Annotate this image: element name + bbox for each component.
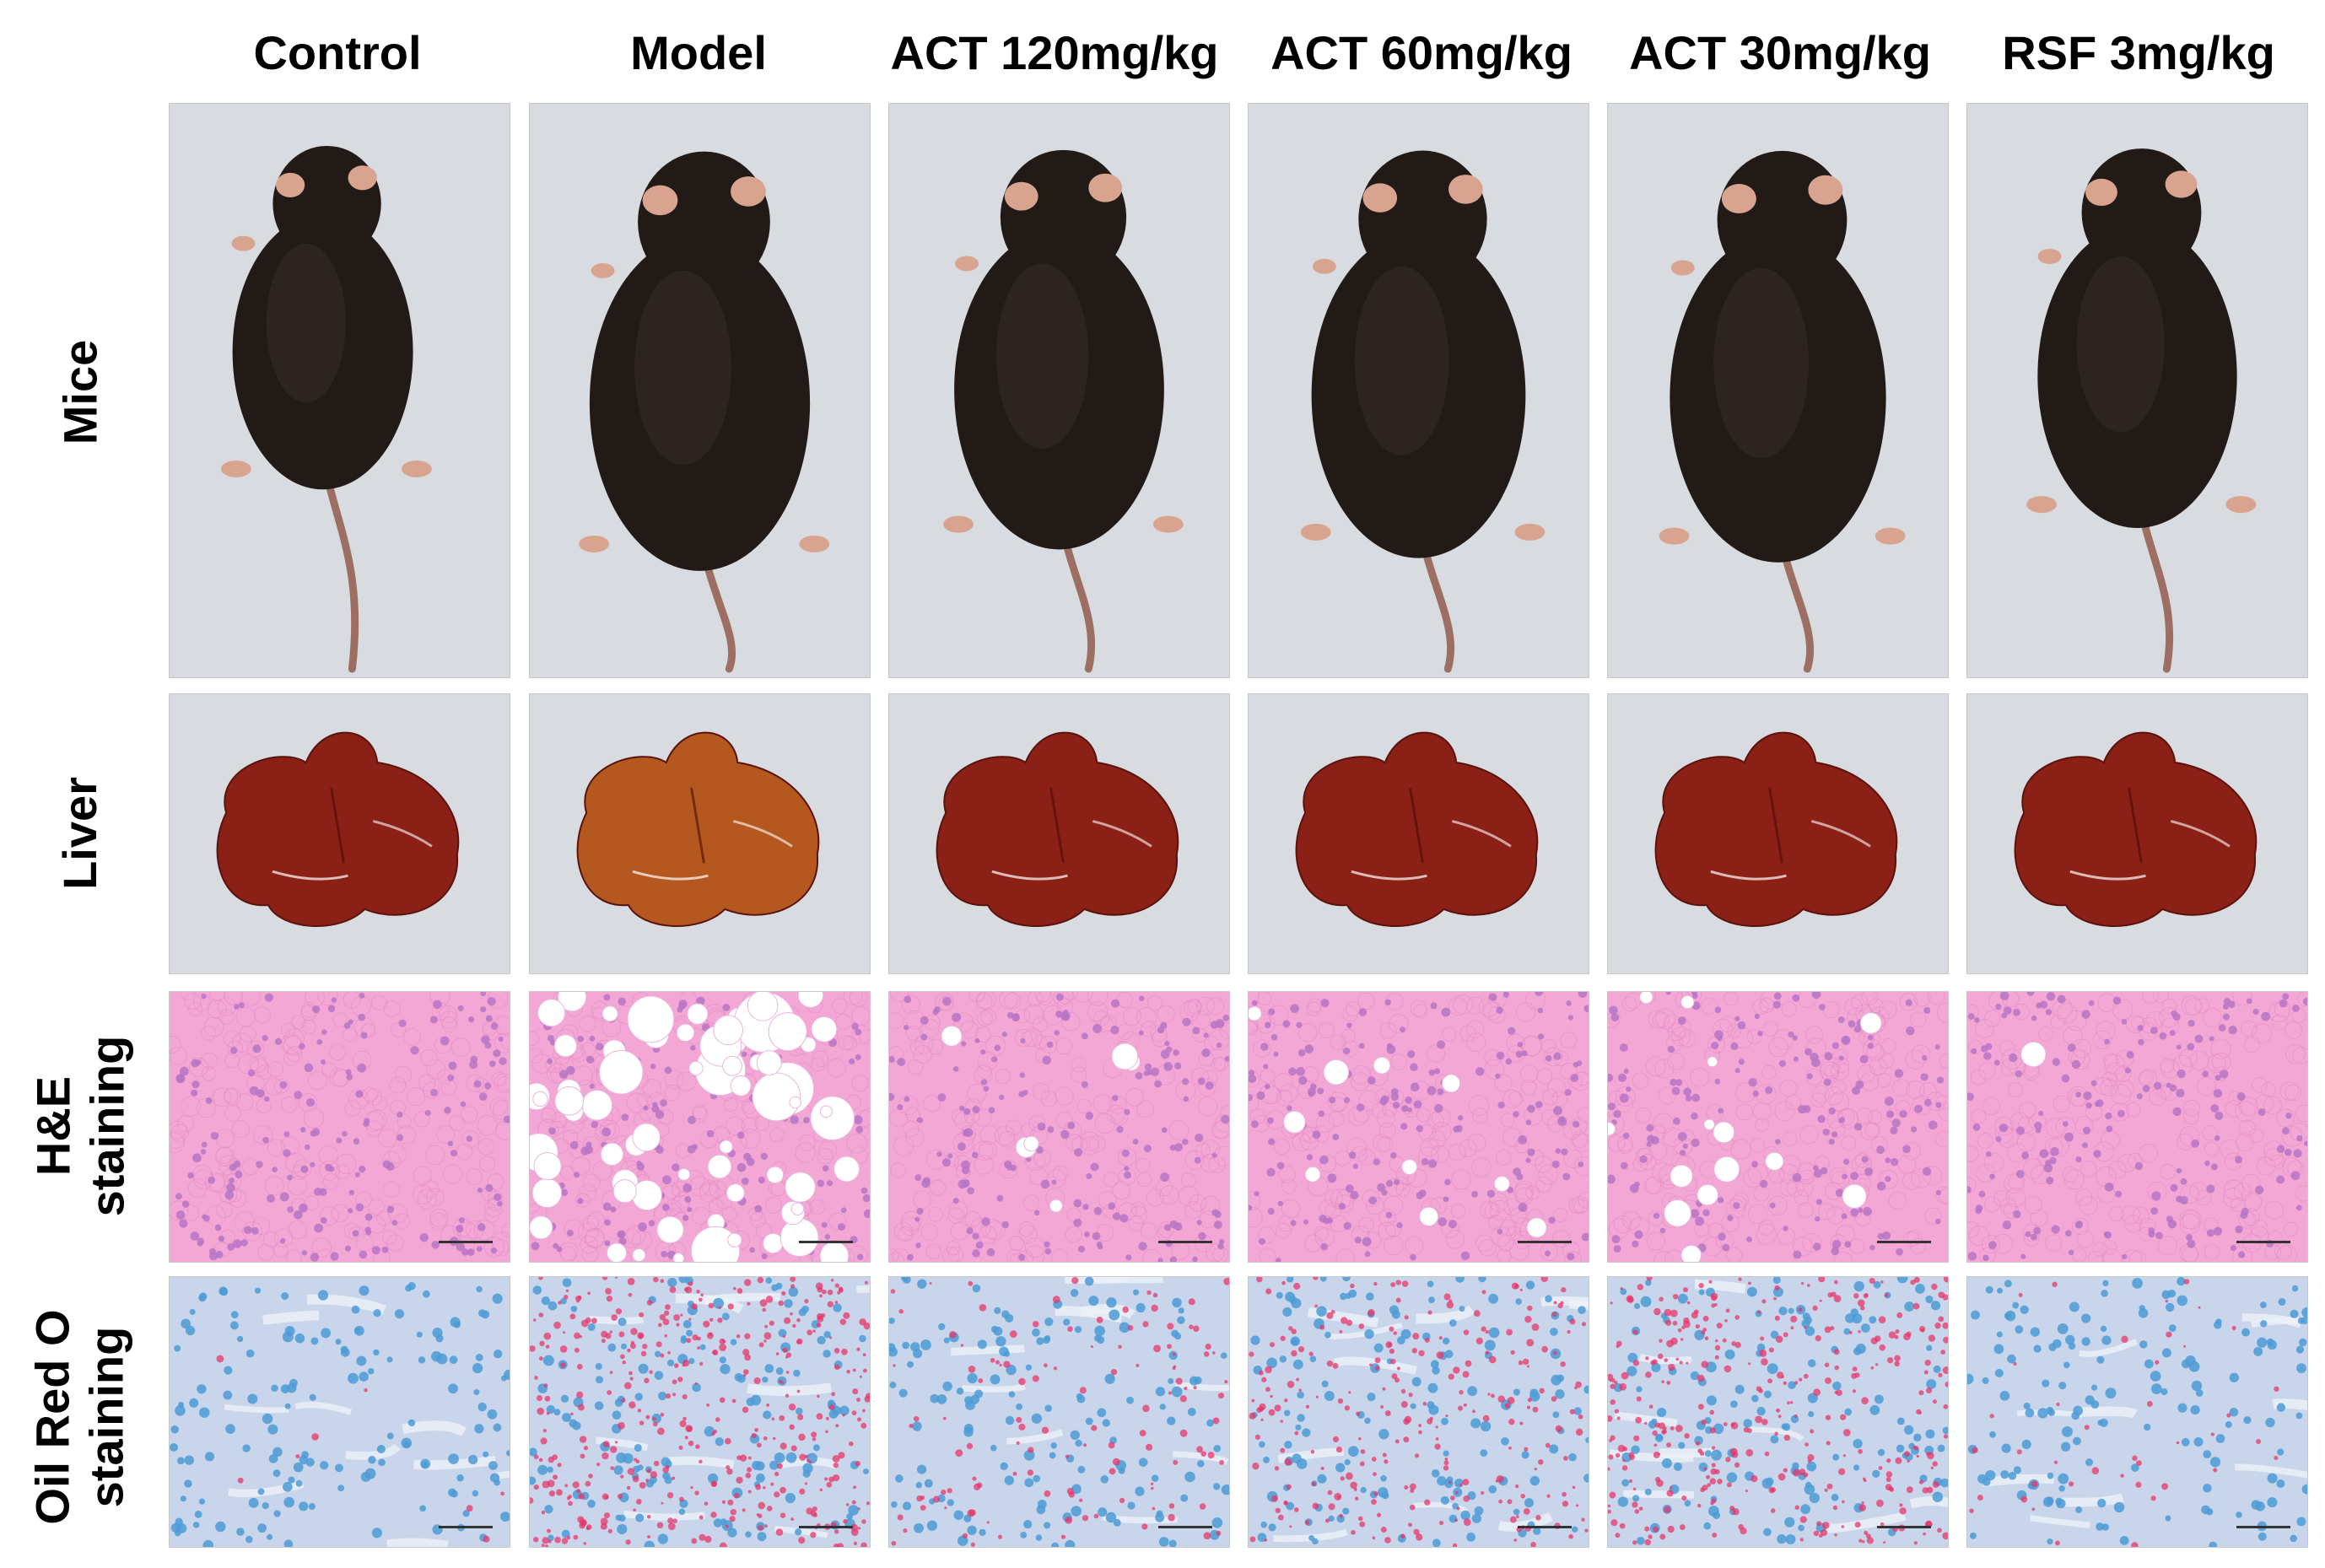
liver-photo-act30 [1607,693,1949,974]
mouse-photo-model [529,103,871,678]
column-title-act120: ACT 120mg/kg [890,25,1219,79]
oil-red-o-staining-act30 [1607,1276,1949,1548]
mouse-icon [220,145,432,673]
column-title-rsf3: RSF 3mg/kg [2002,25,2275,79]
column-title-control: Control [253,25,422,79]
liver-photo-act60 [1248,693,1589,974]
oil-red-o-staining-act60 [1248,1276,1589,1548]
oil-red-o-staining-control [169,1276,510,1548]
column-title-act30: ACT 30mg/kg [1629,25,1931,79]
scale-bar-icon [1518,1526,1572,1528]
oil-red-o-staining-model [529,1276,871,1548]
row-label-oro: Oil Red O staining [0,1274,160,1560]
oil-red-o-staining-act120 [888,1276,1230,1548]
he-staining-rsf3 [1966,991,2308,1263]
scale-bar-icon [1518,1241,1572,1243]
liver-icon [936,731,1179,927]
scale-bar-icon [1877,1241,1931,1243]
row-label-liver: Liver [0,692,160,974]
liver-icon [216,731,460,927]
mouse-icon [943,149,1184,673]
liver-icon [576,731,820,927]
mouse-photo-control [169,103,510,678]
row-label-he: H&E staining [0,991,160,1261]
scale-bar-icon [799,1526,853,1528]
row-label-liver-text: Liver [52,776,106,890]
scale-bar-icon [2236,1241,2290,1243]
liver-photo-act120 [888,693,1230,974]
mouse-photo-act120 [888,103,1230,678]
row-label-mice: Mice [0,101,160,683]
scale-bar-icon [439,1526,493,1528]
row-label-he-line1: H&E [26,1075,79,1177]
he-staining-control [169,991,510,1263]
liver-icon [1654,731,1898,927]
he-staining-act60 [1248,991,1589,1263]
row-label-oro-line1: Oil Red O [26,1309,79,1525]
row-label-he-line2: staining [80,1035,133,1217]
mouse-photo-rsf3 [1966,103,2308,678]
mouse-photo-act30 [1607,103,1949,678]
liver-photo-model [529,693,871,974]
mouse-icon [579,151,830,673]
mouse-icon [2026,148,2257,673]
he-staining-model [529,991,871,1263]
scale-bar-icon [1877,1526,1931,1528]
scale-bar-icon [1158,1526,1212,1528]
column-title-act60: ACT 60mg/kg [1270,25,1572,79]
mouse-photo-act60 [1248,103,1589,678]
column-title-model: Model [630,25,767,79]
mouse-icon [1300,150,1546,673]
he-staining-act30 [1607,991,1949,1263]
oil-red-o-staining-rsf3 [1966,1276,2308,1548]
row-label-mice-text: Mice [53,339,106,445]
liver-icon [1295,731,1539,927]
liver-icon [2014,731,2258,927]
scale-bar-icon [1158,1241,1212,1243]
he-staining-act120 [888,991,1230,1263]
scale-bar-icon [439,1241,493,1243]
liver-photo-control [169,693,510,974]
mouse-icon [1659,150,1906,673]
scale-bar-icon [799,1241,853,1243]
scale-bar-icon [2236,1526,2290,1528]
row-label-oro-line2: staining [80,1326,133,1508]
liver-photo-rsf3 [1966,693,2308,974]
